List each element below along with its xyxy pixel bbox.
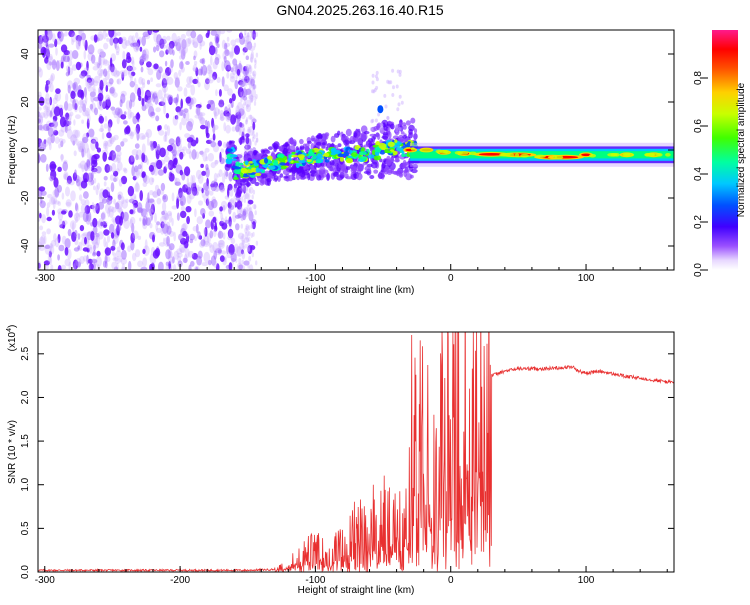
snr-ytick-label: 0.5 xyxy=(20,521,31,535)
snr-ytick-label: 1.5 xyxy=(20,434,31,448)
spectrogram-xtick-label: -100 xyxy=(305,273,325,284)
colorbar-label: Normalized spectral amplitude xyxy=(736,82,747,217)
snr-xtick-label: -100 xyxy=(305,575,325,586)
snr-scale-exponent: 4 xyxy=(6,328,13,332)
spectrogram-xtick-label: 100 xyxy=(578,273,595,284)
spectrogram-ytick-label: -20 xyxy=(20,190,31,205)
spectrogram-ridge xyxy=(224,68,674,189)
snr-xtick-label: 100 xyxy=(578,575,595,586)
spectrogram-ytick-label: 0 xyxy=(20,147,31,153)
snr-ytick-label: 2.5 xyxy=(20,346,31,360)
snr-series-line xyxy=(38,332,674,572)
colorbar-tick-label: 0.4 xyxy=(693,167,704,181)
snr-ytick-label: 0.0 xyxy=(20,565,31,579)
colorbar-tick-label: 0.0 xyxy=(693,263,704,277)
snr-xtick-label: -300 xyxy=(35,575,55,586)
snr-xlabel: Height of straight line (km) xyxy=(298,585,415,596)
snr-panel: -300 -200 -100 0 100 0.0 0.5 1.0 1.5 2.0 2.5 Heigh… xyxy=(6,325,675,596)
snr-ytick-label: 1.0 xyxy=(20,477,31,491)
colorbar-tick-label: 0.2 xyxy=(693,215,704,229)
snr-xtick-label: -200 xyxy=(170,575,190,586)
snr-frame xyxy=(37,331,675,573)
colorbar-gradient xyxy=(712,30,738,270)
snr-ticks: -300 -200 -100 0 100 0.0 0.5 1.0 1.5 2.0 2.5 xyxy=(20,346,674,586)
svg-text:(x104): (x104) xyxy=(6,325,18,352)
colorbar-tick-label: 0.8 xyxy=(693,71,704,85)
figure-title: GN04.2025.263.16.40.R15 xyxy=(276,2,444,18)
colorbar-ticks: 0.0 0.2 0.4 0.6 0.8 xyxy=(693,71,708,277)
colorbar-tick-label: 0.6 xyxy=(693,119,704,133)
snr-scale-label: (x104) xyxy=(6,325,18,352)
spectrogram-ytick-label: -40 xyxy=(20,238,31,253)
spectrogram-ytick-label: 20 xyxy=(20,96,31,108)
snr-ytick-label: 2.0 xyxy=(20,390,31,404)
spectrogram-heatmap xyxy=(38,30,674,270)
spectrogram-noise-field xyxy=(38,30,259,270)
snr-ylabel: SNR (10 * v/v) xyxy=(7,420,18,484)
colorbar: 0.0 0.2 0.4 0.6 0.8 Normalized spectral ampl… xyxy=(693,30,747,277)
snr-xtick-label: 0 xyxy=(448,575,454,586)
spectrogram-ylabel: Frequency (Hz) xyxy=(7,116,18,185)
spectrogram-xtick-label: -300 xyxy=(35,273,55,284)
spectrogram-xtick-label: 0 xyxy=(448,273,454,284)
snr-scale-base: (x10 xyxy=(7,331,18,351)
spectrogram-xtick-label: -200 xyxy=(170,273,190,284)
spectrogram-xlabel: Height of straight line (km) xyxy=(298,285,415,296)
spectrogram-ytick-label: 40 xyxy=(20,48,31,60)
